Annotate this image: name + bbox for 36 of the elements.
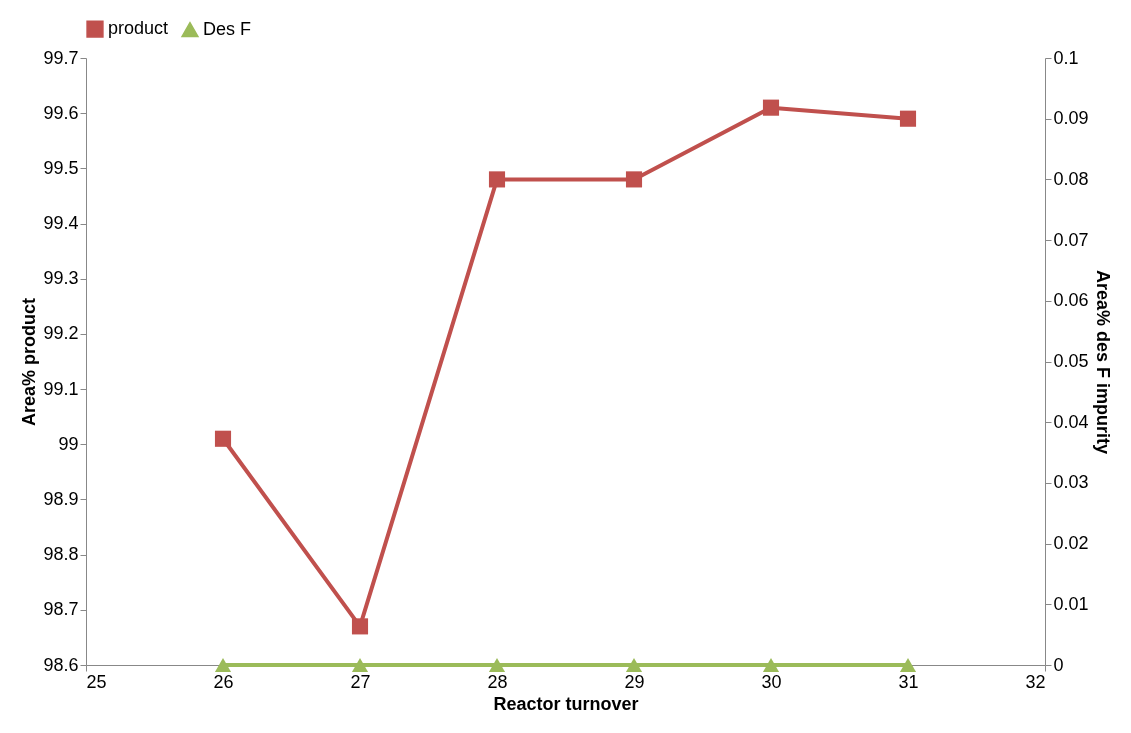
y-tick-label: 99.5 — [43, 157, 79, 178]
y2-axis-title: Area% des F impurity — [1092, 269, 1113, 455]
y-tick-label: 98.7 — [43, 599, 79, 620]
y2-tick-label: 0 — [1053, 654, 1064, 675]
y2-tick-label: 0.01 — [1053, 593, 1089, 614]
y2-tick-label: 0.03 — [1053, 472, 1089, 493]
y-tick-label: 99.7 — [43, 47, 79, 68]
x-tick-label: 25 — [86, 671, 107, 692]
x-tick-label: 29 — [624, 671, 645, 692]
y2-tick-label: 0.1 — [1053, 47, 1079, 68]
x-tick-label: 32 — [1025, 671, 1046, 692]
y-tick-label: 98.8 — [43, 544, 79, 565]
x-axis-title: Reactor turnover — [493, 693, 639, 714]
y2-tick-label: 0.02 — [1053, 533, 1089, 554]
y-tick-label: 99.2 — [43, 323, 79, 344]
y2-tick-label: 0.07 — [1053, 229, 1089, 250]
x-tick-label: 30 — [761, 671, 782, 692]
x-tick-label: 31 — [898, 671, 919, 692]
legend-label: product — [108, 18, 169, 39]
y-tick-label: 99.6 — [43, 102, 79, 123]
y2-tick-label: 0.05 — [1053, 351, 1089, 371]
y-tick-label: 99.4 — [43, 213, 79, 234]
y2-tick-label: 0.04 — [1053, 411, 1089, 432]
legend-label: Des F — [203, 18, 252, 39]
y-tick-label: 98.9 — [43, 488, 79, 509]
y-axis-title: Area% product — [19, 297, 40, 427]
x-tick-label: 28 — [487, 671, 508, 692]
x-tick-label: 26 — [213, 671, 234, 692]
y-tick-label: 99.1 — [43, 378, 79, 399]
y2-tick-label: 0.08 — [1053, 168, 1089, 189]
y-tick-label: 98.6 — [43, 654, 79, 675]
y-tick-label: 99.3 — [43, 268, 79, 289]
y-tick-label: 99 — [58, 433, 79, 454]
y2-tick-label: 0.06 — [1053, 290, 1089, 311]
x-tick-label: 27 — [350, 671, 371, 692]
y2-tick-label: 0.09 — [1053, 108, 1089, 129]
